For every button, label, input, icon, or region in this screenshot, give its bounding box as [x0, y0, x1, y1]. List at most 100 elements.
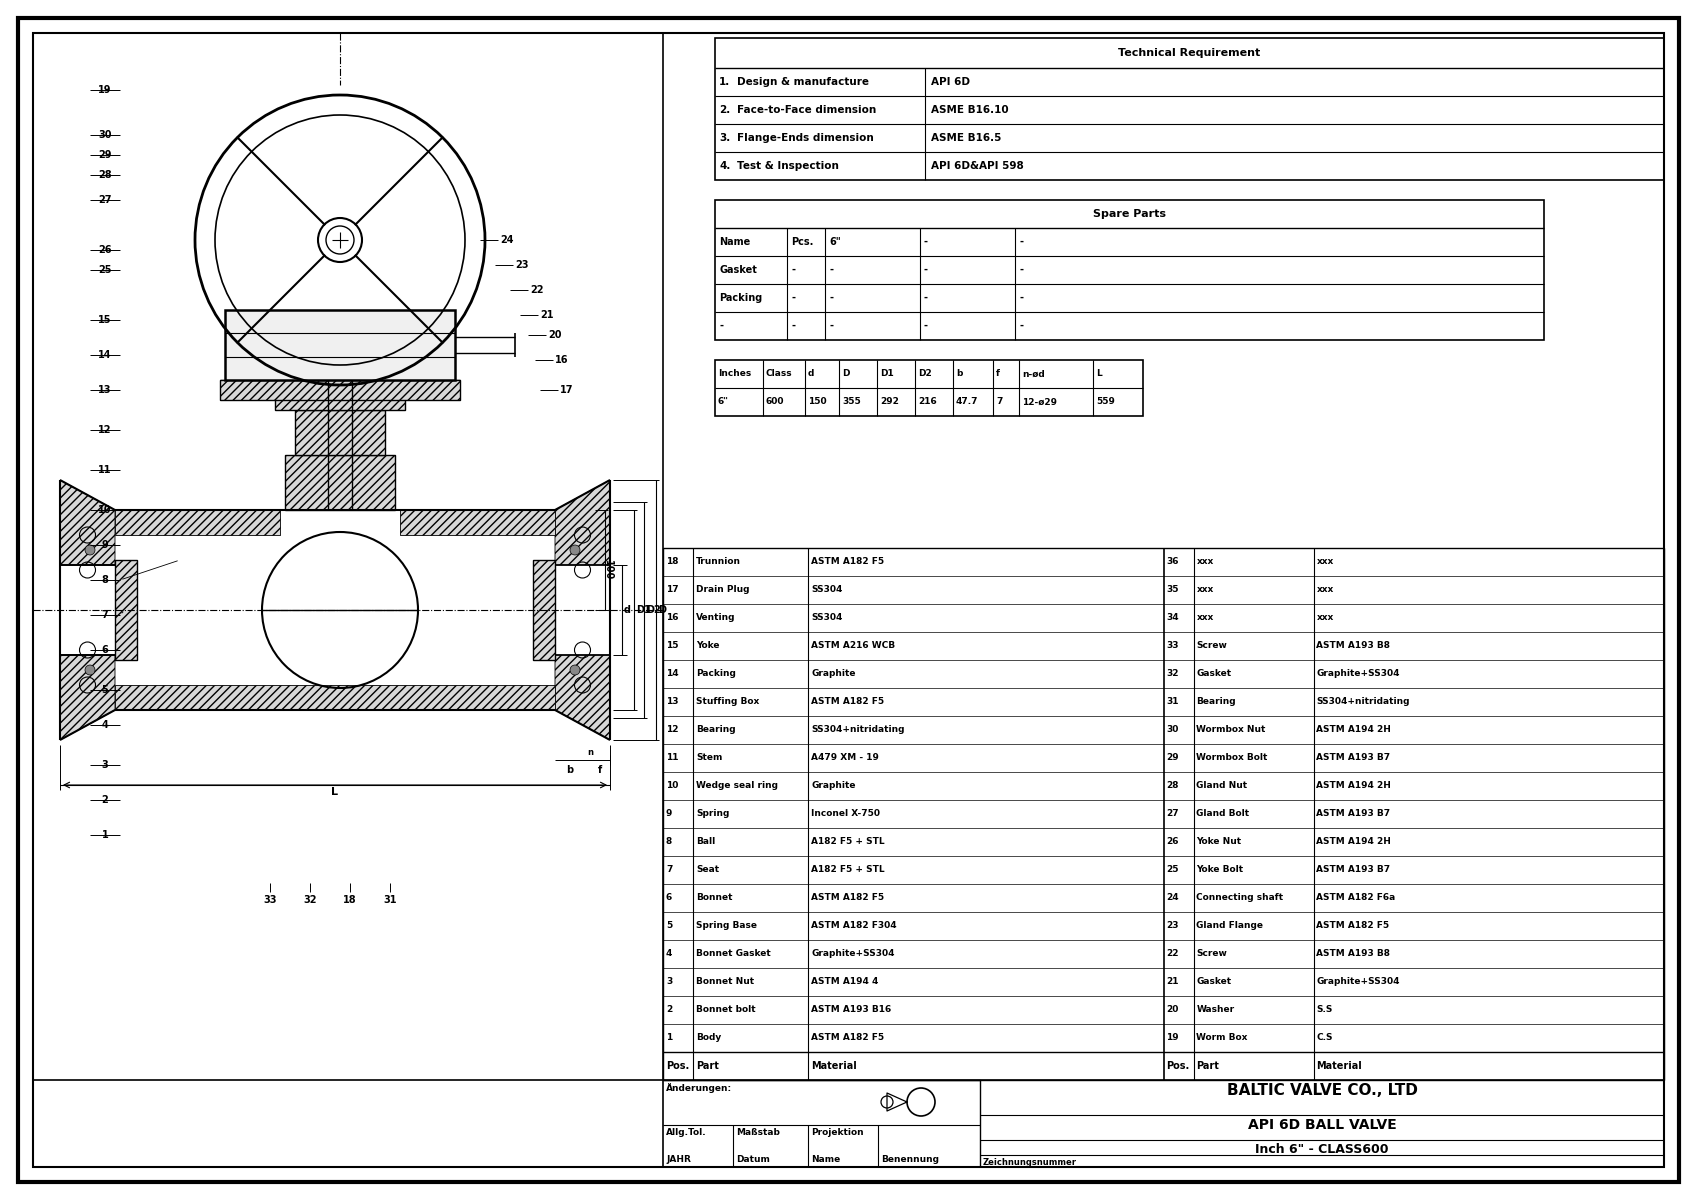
Polygon shape	[533, 560, 555, 660]
Text: 14: 14	[98, 350, 112, 360]
Text: 20: 20	[1166, 1006, 1179, 1014]
Text: ASTM A193 B7: ASTM A193 B7	[1317, 865, 1390, 875]
Text: -: -	[791, 265, 794, 275]
Text: 5: 5	[102, 685, 109, 695]
Text: 19: 19	[98, 85, 112, 95]
Text: 26: 26	[1166, 838, 1179, 846]
Text: -: -	[923, 320, 928, 331]
Bar	[664, 548, 1665, 1080]
Text: 24: 24	[501, 235, 514, 245]
Text: 16: 16	[665, 613, 679, 623]
Text: 28: 28	[1166, 781, 1179, 791]
Text: Test & Inspection: Test & Inspection	[736, 161, 838, 170]
Bar	[714, 200, 1544, 340]
Text: Datum: Datum	[736, 1154, 770, 1164]
Text: Bonnet: Bonnet	[696, 894, 733, 902]
Text: 14: 14	[665, 670, 679, 678]
Text: 30: 30	[98, 130, 112, 140]
Text: -: -	[791, 293, 794, 302]
Text: Screw: Screw	[1196, 642, 1227, 650]
Text: 2: 2	[102, 794, 109, 805]
Text: 27: 27	[1166, 810, 1179, 818]
Text: 2.: 2.	[720, 104, 730, 115]
Text: 26: 26	[98, 245, 112, 254]
Text: ASME B16.10: ASME B16.10	[932, 104, 1008, 115]
Text: xxx: xxx	[1317, 586, 1334, 594]
Text: Gland Nut: Gland Nut	[1196, 781, 1247, 791]
Text: 33: 33	[263, 895, 277, 905]
Text: Graphite: Graphite	[811, 670, 855, 678]
Text: ASTM A182 F5: ASTM A182 F5	[811, 558, 884, 566]
Text: 11: 11	[665, 754, 679, 762]
Text: A479 XM - 19: A479 XM - 19	[811, 754, 879, 762]
Text: Part: Part	[696, 1061, 720, 1070]
Text: API 6D BALL VALVE: API 6D BALL VALVE	[1247, 1118, 1397, 1132]
Text: 150: 150	[808, 397, 826, 407]
Text: -: -	[1018, 293, 1023, 302]
Text: -: -	[830, 293, 833, 302]
Polygon shape	[295, 410, 385, 455]
Text: 18: 18	[343, 895, 356, 905]
Text: 17: 17	[560, 385, 574, 395]
Text: f: f	[597, 766, 602, 775]
Text: SS304: SS304	[811, 613, 842, 623]
Text: SS304: SS304	[811, 586, 842, 594]
Polygon shape	[221, 380, 460, 400]
Text: b: b	[955, 370, 962, 378]
Text: 23: 23	[514, 260, 528, 270]
Text: SS304+nitridating: SS304+nitridating	[811, 726, 905, 734]
Text: 23: 23	[1166, 922, 1179, 930]
Text: 16: 16	[555, 355, 568, 365]
Bar	[275, 380, 406, 410]
Text: JAHR: JAHR	[665, 1154, 691, 1164]
Polygon shape	[400, 510, 555, 535]
Text: Class: Class	[765, 370, 792, 378]
Text: ASTM A193 B7: ASTM A193 B7	[1317, 810, 1390, 818]
Bar	[714, 38, 1665, 180]
Text: Änderungen:: Änderungen:	[665, 1082, 731, 1093]
Text: 10: 10	[98, 505, 112, 515]
Text: API 6D&API 598: API 6D&API 598	[932, 161, 1023, 170]
Text: Packing: Packing	[696, 670, 736, 678]
Text: 21: 21	[1166, 978, 1179, 986]
Text: D1: D1	[881, 370, 894, 378]
Text: 28: 28	[98, 170, 112, 180]
Text: Packing: Packing	[720, 293, 762, 302]
Text: Gland Bolt: Gland Bolt	[1196, 810, 1249, 818]
Text: Trunnion: Trunnion	[696, 558, 742, 566]
Text: f: f	[996, 370, 1000, 378]
Text: xxx: xxx	[1196, 613, 1213, 623]
Text: Yoke Nut: Yoke Nut	[1196, 838, 1242, 846]
Text: ASME B16.5: ASME B16.5	[932, 133, 1001, 143]
Text: Gasket: Gasket	[1196, 978, 1232, 986]
Text: Benennung: Benennung	[881, 1154, 938, 1164]
Text: -: -	[1018, 265, 1023, 275]
Text: Wormbox Bolt: Wormbox Bolt	[1196, 754, 1268, 762]
Text: ASTM A193 B7: ASTM A193 B7	[1317, 754, 1390, 762]
Text: Gland Flange: Gland Flange	[1196, 922, 1264, 930]
Text: 13: 13	[665, 697, 679, 707]
Text: 25: 25	[1166, 865, 1179, 875]
Text: Graphite+SS304: Graphite+SS304	[1317, 670, 1400, 678]
Text: Bonnet Gasket: Bonnet Gasket	[696, 949, 770, 959]
Text: 7: 7	[996, 397, 1003, 407]
Text: Material: Material	[1317, 1061, 1363, 1070]
Text: Material: Material	[811, 1061, 857, 1070]
Text: Bonnet Nut: Bonnet Nut	[696, 978, 753, 986]
Text: 7: 7	[665, 865, 672, 875]
Text: 559: 559	[1096, 397, 1115, 407]
Text: Technical Requirement: Technical Requirement	[1118, 48, 1261, 58]
Text: 8: 8	[665, 838, 672, 846]
Text: 1: 1	[665, 1033, 672, 1043]
Text: Connecting shaft: Connecting shaft	[1196, 894, 1283, 902]
Polygon shape	[275, 380, 406, 410]
Text: Yoke Bolt: Yoke Bolt	[1196, 865, 1244, 875]
Text: Pcs.: Pcs.	[791, 236, 813, 247]
Text: 32: 32	[1166, 670, 1179, 678]
Text: API 6D: API 6D	[932, 77, 971, 86]
Polygon shape	[555, 480, 609, 565]
Text: 5: 5	[665, 922, 672, 930]
Text: ASTM A194 4: ASTM A194 4	[811, 978, 879, 986]
Text: C.S: C.S	[1317, 1033, 1334, 1043]
Text: Inches: Inches	[718, 370, 752, 378]
